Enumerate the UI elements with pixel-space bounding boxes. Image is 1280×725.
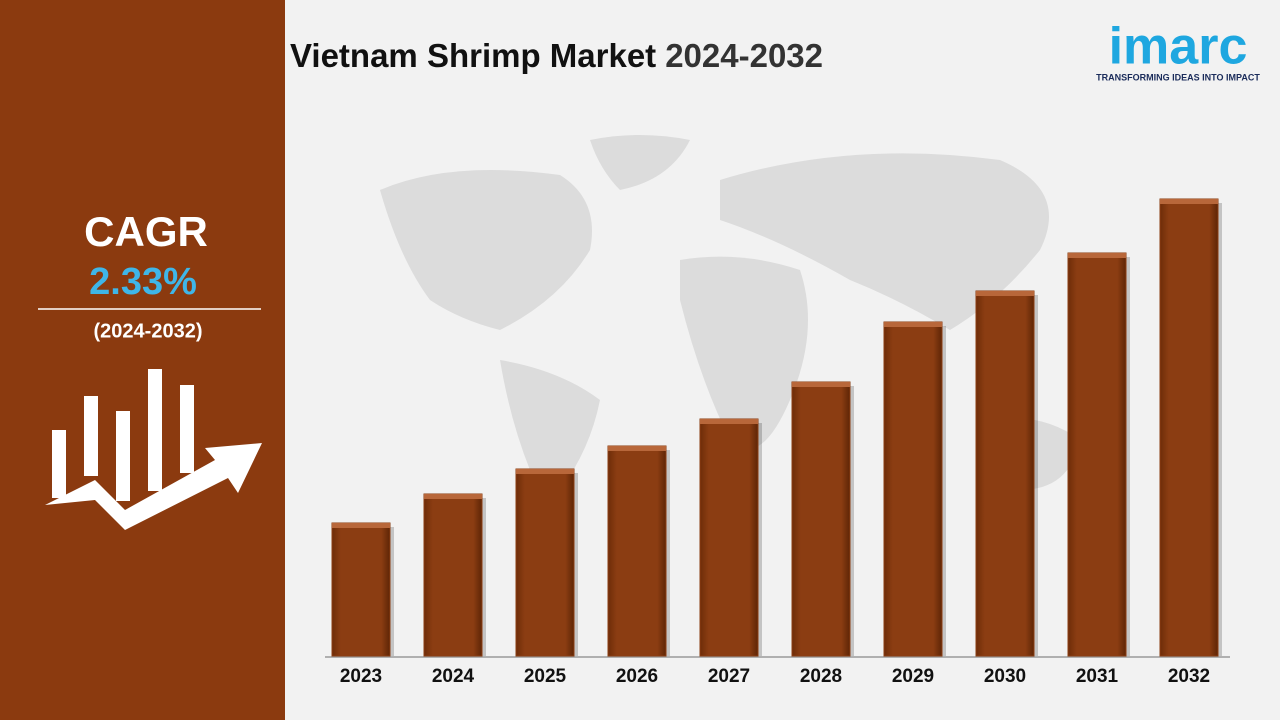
bar-cap xyxy=(608,446,666,451)
x-tick-label: 2028 xyxy=(800,666,842,687)
bar-cap xyxy=(424,494,482,499)
title-main: Vietnam Shrimp Market xyxy=(290,37,656,74)
logo-name: imarc xyxy=(1109,18,1248,76)
bar xyxy=(699,418,759,657)
bar xyxy=(791,381,851,657)
bar xyxy=(331,522,391,657)
bar-cap xyxy=(792,382,850,387)
bar-cap xyxy=(700,419,758,424)
x-tick-label: 2029 xyxy=(892,666,934,687)
x-tick-label: 2031 xyxy=(1076,666,1119,687)
bar xyxy=(515,468,575,657)
bar xyxy=(975,290,1035,657)
cagr-label: CAGR xyxy=(84,208,208,255)
bar xyxy=(1159,198,1219,657)
logo-tagline: TRANSFORMING IDEAS INTO IMPACT xyxy=(1096,72,1260,82)
x-tick-label: 2027 xyxy=(708,666,750,687)
x-tick-label: 2023 xyxy=(340,666,382,687)
x-tick-label: 2032 xyxy=(1168,666,1210,687)
bar xyxy=(1067,252,1127,657)
cagr-value: 2.33% xyxy=(89,261,197,303)
bar-cap xyxy=(1068,253,1126,258)
x-tick-label: 2030 xyxy=(984,666,1026,687)
bar xyxy=(607,445,667,657)
bar-cap xyxy=(332,523,390,528)
x-tick-label: 2024 xyxy=(432,666,475,687)
growth-icon xyxy=(45,369,262,530)
x-tick-label: 2025 xyxy=(524,666,567,687)
x-tick-label: 2026 xyxy=(616,666,658,687)
title-years: 2024-2032 xyxy=(665,37,823,74)
bar-cap xyxy=(884,322,942,327)
chart-title: Vietnam Shrimp Market 2024-2032 xyxy=(290,37,823,74)
bar xyxy=(423,493,483,657)
sidebar xyxy=(0,0,285,720)
bar-cap xyxy=(1160,199,1218,204)
bar xyxy=(883,321,943,657)
bar-cap xyxy=(976,291,1034,296)
cagr-period: (2024-2032) xyxy=(94,320,203,342)
bar-cap xyxy=(516,469,574,474)
